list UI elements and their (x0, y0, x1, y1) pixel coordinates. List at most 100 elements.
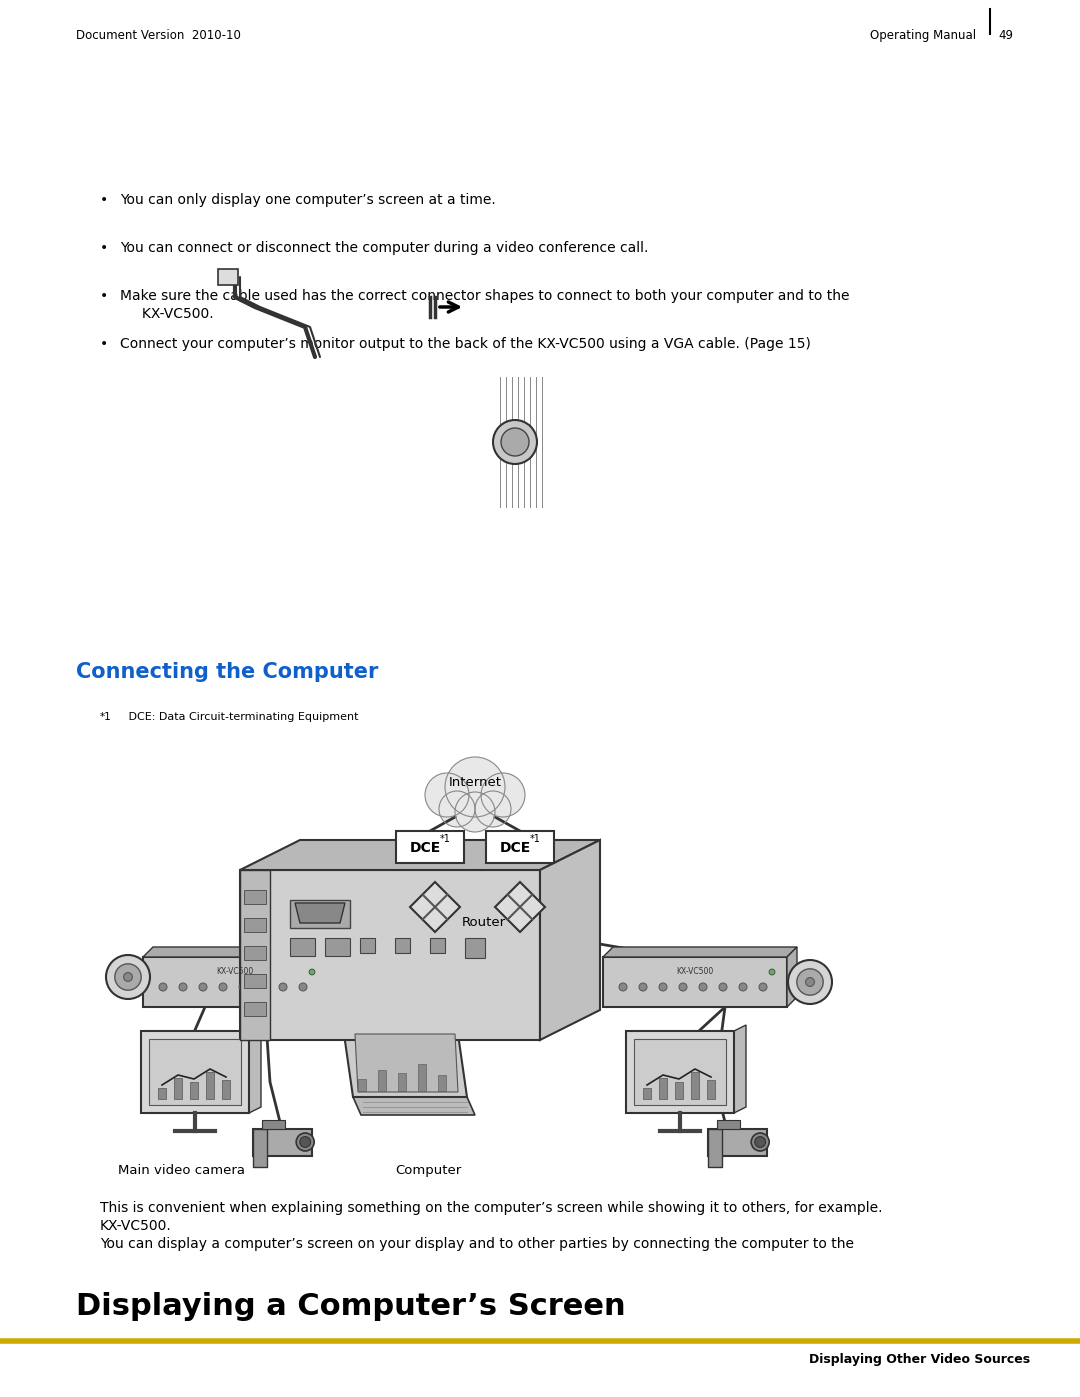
Circle shape (300, 1137, 311, 1147)
Circle shape (279, 983, 287, 990)
Circle shape (739, 983, 747, 990)
Text: *1: *1 (440, 834, 450, 844)
Polygon shape (603, 957, 787, 1007)
Polygon shape (395, 937, 410, 953)
Polygon shape (430, 937, 445, 953)
Circle shape (659, 983, 667, 990)
Text: You can connect or disconnect the computer during a video conference call.: You can connect or disconnect the comput… (120, 242, 648, 256)
Circle shape (239, 983, 247, 990)
Polygon shape (634, 1039, 726, 1105)
Circle shape (106, 956, 150, 999)
Circle shape (123, 972, 133, 982)
Circle shape (259, 983, 267, 990)
Polygon shape (465, 937, 485, 958)
Polygon shape (143, 947, 337, 957)
Circle shape (492, 420, 537, 464)
Polygon shape (343, 1027, 467, 1097)
Text: Connecting the Computer: Connecting the Computer (76, 662, 378, 682)
Circle shape (199, 983, 207, 990)
Polygon shape (353, 1097, 475, 1115)
Polygon shape (540, 840, 600, 1039)
Polygon shape (486, 831, 554, 863)
Circle shape (719, 983, 727, 990)
Circle shape (475, 791, 511, 827)
Polygon shape (675, 1083, 683, 1099)
Text: •: • (100, 289, 108, 303)
Text: 49: 49 (998, 29, 1013, 42)
Polygon shape (707, 1080, 715, 1099)
Polygon shape (378, 1070, 386, 1091)
Text: *1: *1 (529, 834, 540, 844)
Polygon shape (206, 1071, 214, 1099)
Text: *1: *1 (100, 712, 111, 722)
Circle shape (806, 978, 814, 986)
Polygon shape (222, 1080, 230, 1099)
Circle shape (679, 983, 687, 990)
Text: Internet: Internet (448, 775, 501, 788)
Circle shape (114, 964, 141, 990)
Polygon shape (438, 1076, 446, 1091)
Text: DCE: DCE (409, 841, 441, 855)
Circle shape (769, 970, 775, 975)
Polygon shape (158, 1088, 166, 1099)
Polygon shape (734, 1025, 746, 1113)
Circle shape (299, 983, 307, 990)
Polygon shape (291, 937, 315, 956)
Polygon shape (244, 1002, 266, 1016)
Polygon shape (787, 947, 797, 1007)
Text: •: • (100, 193, 108, 207)
Polygon shape (240, 870, 540, 1039)
Text: Computer: Computer (395, 1164, 461, 1178)
Text: •: • (100, 242, 108, 256)
Text: KX-VC500: KX-VC500 (216, 968, 254, 977)
Polygon shape (708, 1129, 767, 1155)
Polygon shape (253, 1129, 267, 1168)
Text: Document Version  2010-10: Document Version 2010-10 (76, 29, 241, 42)
Polygon shape (295, 902, 345, 923)
Polygon shape (325, 937, 350, 956)
Text: KX-VC500.: KX-VC500. (100, 1220, 172, 1234)
Circle shape (639, 983, 647, 990)
Circle shape (445, 757, 505, 817)
Polygon shape (244, 918, 266, 932)
Polygon shape (240, 840, 600, 870)
Circle shape (159, 983, 167, 990)
Polygon shape (360, 937, 375, 953)
Polygon shape (396, 831, 464, 863)
Text: You can only display one computer’s screen at a time.: You can only display one computer’s scre… (120, 193, 496, 207)
Polygon shape (418, 1065, 426, 1091)
Polygon shape (174, 1078, 183, 1099)
Polygon shape (143, 957, 327, 1007)
Polygon shape (240, 870, 270, 1039)
Circle shape (179, 983, 187, 990)
Circle shape (481, 773, 525, 817)
Polygon shape (249, 1025, 261, 1113)
Text: DCE: DCE (499, 841, 530, 855)
Polygon shape (659, 1078, 667, 1099)
Polygon shape (708, 1129, 721, 1168)
Circle shape (455, 792, 495, 833)
Circle shape (309, 970, 315, 975)
Text: You can display a computer’s screen on your display and to other parties by conn: You can display a computer’s screen on y… (100, 1236, 854, 1250)
Polygon shape (291, 900, 350, 928)
Circle shape (296, 1133, 314, 1151)
Text: This is convenient when explaining something on the computer’s screen while show: This is convenient when explaining somet… (100, 1201, 882, 1215)
Text: Displaying a Computer’s Screen: Displaying a Computer’s Screen (76, 1292, 625, 1322)
Text: KX-VC500: KX-VC500 (676, 968, 714, 977)
Polygon shape (626, 1031, 734, 1113)
Polygon shape (327, 947, 337, 1007)
Circle shape (438, 791, 475, 827)
Polygon shape (244, 890, 266, 904)
Polygon shape (355, 1034, 458, 1092)
Text: DCE: Data Circuit-terminating Equipment: DCE: Data Circuit-terminating Equipment (118, 712, 359, 722)
Text: Displaying Other Video Sources: Displaying Other Video Sources (809, 1352, 1030, 1365)
Circle shape (219, 983, 227, 990)
Polygon shape (190, 1083, 198, 1099)
Polygon shape (149, 1039, 241, 1105)
Circle shape (788, 960, 832, 1004)
Polygon shape (495, 882, 545, 932)
Polygon shape (643, 1088, 651, 1099)
Polygon shape (141, 1031, 249, 1113)
Polygon shape (717, 1119, 740, 1129)
Circle shape (755, 1137, 766, 1147)
